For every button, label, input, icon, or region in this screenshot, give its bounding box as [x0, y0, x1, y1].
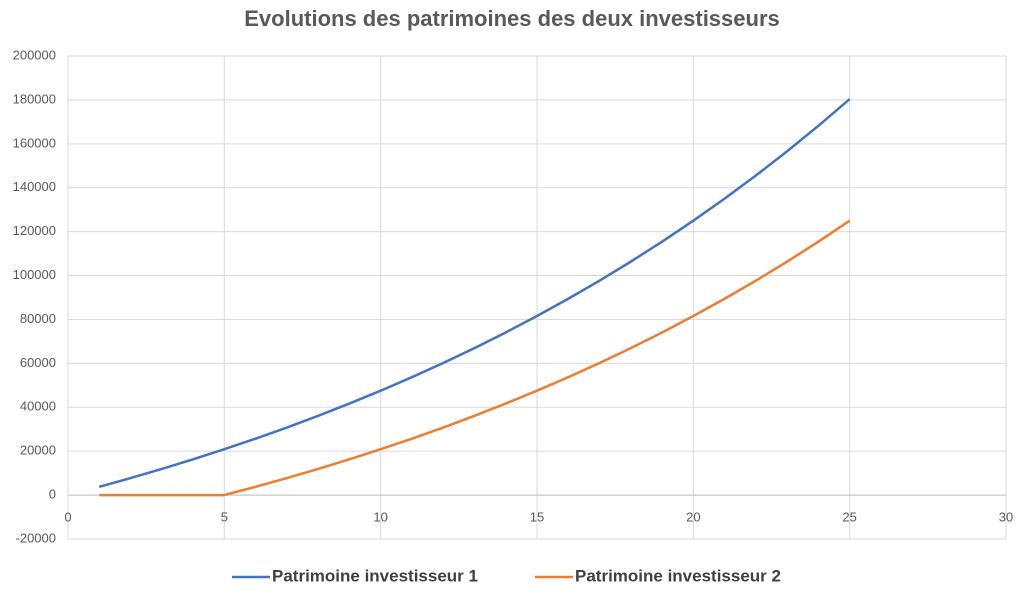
x-tick-label: 10	[373, 510, 387, 525]
y-tick-label: 0	[49, 487, 56, 502]
y-tick-label: 180000	[13, 91, 56, 106]
legend-label: Patrimoine investisseur 1	[272, 566, 478, 585]
x-tick-label: 30	[999, 510, 1013, 525]
chart-title: Evolutions des patrimoines des deux inve…	[244, 6, 780, 31]
series-line	[98, 98, 851, 488]
y-tick-label: 20000	[20, 443, 56, 458]
y-tick-label: -20000	[16, 530, 56, 545]
x-tick-label: 5	[221, 510, 228, 525]
series-line	[99, 219, 851, 497]
x-tick-label: 0	[64, 510, 71, 525]
y-tick-label: 160000	[13, 135, 56, 150]
y-tick-label: 60000	[20, 355, 56, 370]
y-tick-label: 100000	[13, 267, 56, 282]
y-tick-label: 80000	[20, 311, 56, 326]
x-tick-label: 20	[686, 510, 700, 525]
legend-label: Patrimoine investisseur 2	[575, 566, 781, 585]
y-tick-label: 140000	[13, 179, 56, 194]
x-tick-label: 25	[842, 510, 856, 525]
y-tick-label: 200000	[13, 47, 56, 62]
y-tick-label: 120000	[13, 223, 56, 238]
x-tick-label: 15	[530, 510, 544, 525]
y-tick-label: 40000	[20, 399, 56, 414]
